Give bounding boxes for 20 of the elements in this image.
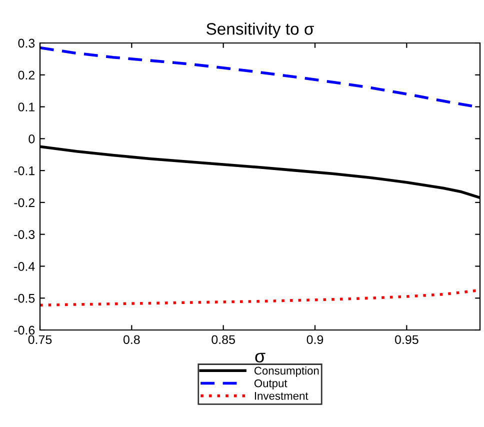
y-tick-label: 0.3 [18, 38, 35, 48]
y-tick-label: 0 [28, 134, 35, 144]
x-tick-label: 0.9 [306, 335, 324, 344]
y-tick-label: -0.6 [14, 326, 35, 335]
chart-title: Sensitivity to σ [206, 22, 314, 38]
y-tick-label: 0.2 [18, 70, 35, 80]
y-tick-label: 0.1 [18, 102, 35, 112]
y-tick-label: -0.2 [14, 198, 35, 208]
y-tick-label: -0.5 [14, 294, 35, 303]
x-tick-label: 0.85 [212, 335, 235, 344]
legend-label: Investment [254, 392, 308, 400]
y-tick-label: -0.4 [14, 262, 35, 271]
x-axis-title: σ [255, 352, 266, 363]
legend-label: Consumption [254, 366, 319, 377]
x-tick-label: 0.75 [28, 335, 52, 344]
x-tick-label: 0.8 [123, 335, 140, 344]
y-tick-label: -0.3 [14, 230, 35, 239]
y-tick-label: -0.1 [14, 166, 35, 176]
x-tick-label: 0.95 [394, 335, 418, 344]
legend-label: Output [254, 379, 288, 390]
